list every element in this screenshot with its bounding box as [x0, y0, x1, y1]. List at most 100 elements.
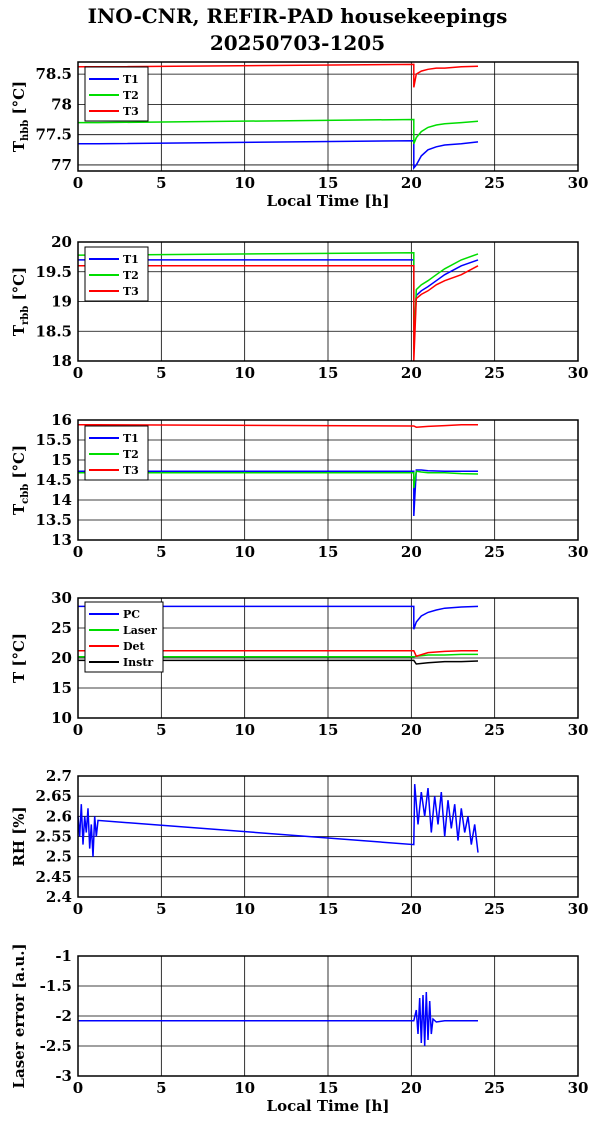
- x-tick-label: 5: [156, 543, 166, 561]
- chart-panel-4: 0 5 10 15 20 25 30 10 15 20 25 30 T [°C] PC Laser Det In…: [10, 589, 588, 739]
- x-tick-label: 20: [401, 174, 422, 192]
- legend-label: T1: [123, 73, 139, 86]
- chart-panel-3: 0 5 10 15 20 25 30 13 13.5 14 14.5 15 15.5 16 Tcbb [°C…: [10, 411, 588, 561]
- y-tick-label: 25: [51, 619, 72, 637]
- x-tick-label: 15: [318, 364, 339, 382]
- y-tick-label: -3: [55, 1067, 72, 1085]
- x-tick-label: 10: [234, 174, 255, 192]
- series-line-t3: [78, 424, 478, 428]
- x-tick-label: 0: [73, 174, 83, 192]
- y-tick-label: 18: [51, 352, 72, 370]
- y-tick-label: 16: [51, 411, 72, 429]
- legend-label: T3: [123, 464, 139, 477]
- x-tick-label: 15: [318, 543, 339, 561]
- x-axis-label: Local Time [h]: [267, 192, 390, 210]
- legend-label: Det: [123, 640, 146, 653]
- y-tick-label: 19: [51, 293, 72, 311]
- plot-frame: [77, 597, 579, 719]
- series-line-t2: [78, 118, 479, 145]
- y-tick-label: -2.5: [40, 1037, 72, 1055]
- legend-label: T2: [123, 448, 139, 461]
- series-line-t2: [78, 470, 479, 489]
- legend-label: T1: [123, 432, 139, 445]
- legend: T1 T2 T3: [84, 425, 149, 481]
- y-axis-label: T [°C]: [10, 633, 28, 683]
- x-tick-label: 15: [318, 900, 339, 918]
- x-tick-label: 5: [156, 1079, 166, 1097]
- legend-label: T3: [123, 285, 139, 298]
- x-tick-label: 10: [234, 364, 255, 382]
- x-tick-label: 20: [401, 900, 422, 918]
- series-line-data: [77, 784, 479, 857]
- series-line-t1: [78, 469, 478, 517]
- chart-panel-6: 0 5 10 15 20 25 30 -3 -2.5 -2 -1.5 -1 Local Time [h]…: [10, 943, 588, 1115]
- y-tick-label: 20: [51, 649, 72, 667]
- legend-label: Instr: [123, 656, 153, 669]
- legend-label: PC: [123, 608, 140, 621]
- legend: T1 T2 T3: [84, 246, 149, 302]
- y-tick-label: 2.5: [46, 848, 72, 866]
- legend-label: T1: [123, 253, 139, 266]
- legend-label: T2: [123, 89, 139, 102]
- y-tick-label: 20: [51, 233, 72, 251]
- series-line-t3: [78, 63, 479, 88]
- y-axis-label: Thbb [°C]: [10, 81, 31, 152]
- y-tick-label: 14.5: [35, 471, 72, 489]
- x-tick-label: 20: [401, 364, 422, 382]
- y-tick-label: 30: [51, 589, 72, 607]
- x-tick-label: 25: [484, 174, 505, 192]
- y-tick-label: 15: [51, 451, 72, 469]
- y-tick-label: 13.5: [35, 511, 72, 529]
- x-tick-label: 20: [401, 543, 422, 561]
- y-tick-label: -1: [55, 947, 72, 965]
- x-tick-label: 0: [73, 364, 83, 382]
- y-tick-label: 2.4: [46, 888, 72, 906]
- y-axis-label: Tcbb [°C]: [10, 445, 31, 515]
- chart-title-line-1: INO-CNR, REFIR-PAD housekeepings: [87, 4, 508, 28]
- y-tick-label: -2: [55, 1007, 72, 1025]
- y-tick-label: 14: [51, 491, 72, 509]
- x-tick-label: 10: [234, 543, 255, 561]
- chart-panel-5: 0 5 10 15 20 25 30 2.4 2.45 2.5 2.55 2.6 2.65 2.7 RH […: [10, 767, 588, 918]
- x-tick-label: 5: [156, 364, 166, 382]
- y-tick-label: 78: [51, 95, 72, 113]
- plot-frame: [77, 61, 579, 172]
- y-tick-label: 13: [51, 531, 72, 549]
- x-tick-label: 25: [484, 1079, 505, 1097]
- x-tick-label: 15: [318, 1079, 339, 1097]
- legend-label: T2: [123, 269, 139, 282]
- plot-frame: [77, 241, 579, 362]
- x-tick-label: 10: [234, 721, 255, 739]
- y-tick-label: 2.7: [46, 767, 72, 785]
- series-line-t1: [78, 259, 479, 344]
- y-tick-label: 19.5: [35, 263, 72, 281]
- x-tick-label: 0: [73, 543, 83, 561]
- x-tick-label: 0: [73, 900, 83, 918]
- x-tick-label: 30: [568, 1079, 589, 1097]
- plot-frame: [77, 775, 579, 898]
- series-line-t1: [78, 139, 479, 171]
- x-tick-label: 10: [234, 1079, 255, 1097]
- y-tick-label: 10: [51, 709, 72, 727]
- chart-panel-1: 0 5 10 15 20 25 30 77 77.5 78 78.5 Local Time [h] Th…: [10, 61, 589, 210]
- series-line-data: [78, 991, 478, 1047]
- x-tick-label: 30: [568, 174, 589, 192]
- x-tick-label: 10: [234, 900, 255, 918]
- series-line-t3: [78, 265, 479, 362]
- y-tick-label: 2.45: [35, 868, 72, 886]
- series-line-pc: [78, 605, 479, 630]
- x-tick-label: 15: [318, 174, 339, 192]
- y-tick-label: 15: [51, 679, 72, 697]
- x-tick-label: 5: [156, 721, 166, 739]
- plot-frame: [77, 955, 579, 1077]
- y-tick-label: 18.5: [35, 322, 72, 340]
- series-line-t2: [78, 251, 479, 350]
- chart-title-line-2: 20250703-1205: [209, 31, 386, 55]
- plot-frame: [77, 419, 579, 541]
- x-tick-label: 25: [484, 543, 505, 561]
- y-axis-label: Trbb [°C]: [10, 267, 31, 336]
- x-tick-label: 30: [568, 543, 589, 561]
- x-tick-label: 30: [568, 364, 589, 382]
- y-axis-label: RH [%]: [10, 806, 28, 866]
